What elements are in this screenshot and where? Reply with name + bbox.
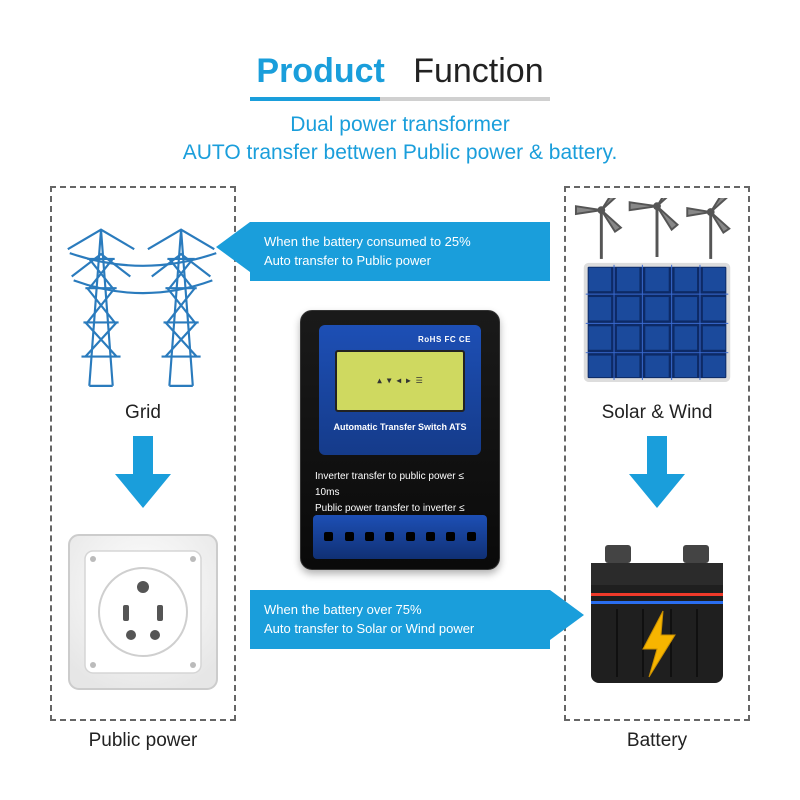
device-badge: RoHS FC CE — [329, 335, 471, 344]
down-arrow-icon — [629, 436, 685, 513]
subtitle-line1: Dual power transformer — [290, 113, 509, 136]
outlet-icon — [60, 527, 226, 697]
device-terminals — [313, 515, 487, 559]
ats-device: RoHS FC CE ▲ ▼ ◀ ▶ ☰ Automatic Transfer … — [300, 310, 500, 570]
solar-wind-icon — [574, 198, 740, 398]
callout-top: When the battery consumed to 25% Auto tr… — [250, 222, 550, 281]
title-underline — [250, 97, 550, 101]
title-black: Function — [413, 52, 543, 90]
left-panel — [50, 186, 236, 721]
diagram-area: Grid Public power — [0, 180, 800, 780]
page-title: Product Function — [0, 0, 800, 91]
device-spec1: Inverter transfer to public power ≤ 10ms — [315, 469, 485, 501]
battery-label: Battery — [564, 730, 750, 752]
callout-bot-line1: When the battery over 75% — [264, 600, 536, 620]
device-panel: RoHS FC CE ▲ ▼ ◀ ▶ ☰ Automatic Transfer … — [319, 325, 481, 455]
grid-label: Grid — [50, 402, 236, 424]
device-screen: ▲ ▼ ◀ ▶ ☰ — [335, 350, 465, 412]
subtitle: Dual power transformer AUTO transfer bet… — [0, 111, 800, 168]
battery-icon — [574, 527, 740, 697]
grid-icon — [60, 198, 226, 398]
callout-bottom: When the battery over 75% Auto transfer … — [250, 590, 550, 649]
device-screen-text: ▲ ▼ ◀ ▶ ☰ — [377, 376, 423, 385]
callout-top-line1: When the battery consumed to 25% — [264, 232, 536, 252]
public-power-label: Public power — [50, 730, 236, 752]
subtitle-line2: AUTO transfer bettwen Public power & bat… — [183, 141, 618, 164]
solar-wind-label: Solar & Wind — [564, 402, 750, 424]
device-panel-label: Automatic Transfer Switch ATS — [329, 422, 471, 432]
callout-top-line2: Auto transfer to Public power — [264, 251, 536, 271]
down-arrow-icon — [115, 436, 171, 513]
callout-bot-line2: Auto transfer to Solar or Wind power — [264, 619, 536, 639]
title-blue: Product — [256, 52, 384, 90]
right-panel — [564, 186, 750, 721]
